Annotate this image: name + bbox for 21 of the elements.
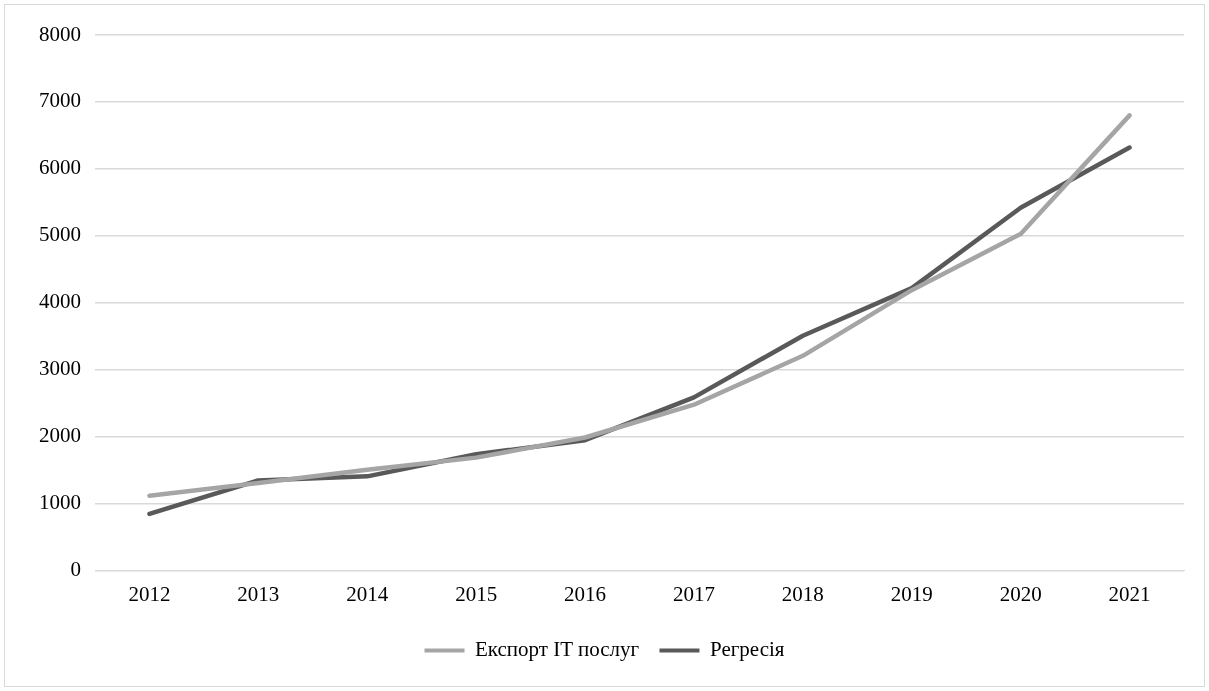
y-tick-label: 2000 [39,423,81,448]
y-tick-label: 3000 [39,356,81,381]
y-tick-label: 4000 [39,289,81,314]
y-tick-label: 7000 [39,88,81,113]
x-tick-label: 2013 [237,581,280,606]
legend-label: Регресія [709,637,785,662]
x-tick-label: 2019 [890,581,933,606]
y-tick-label: 8000 [39,21,81,46]
x-tick-label: 2017 [672,581,715,606]
x-tick-label: 2012 [128,581,171,606]
x-tick-label: 2014 [346,581,389,606]
y-tick-label: 6000 [39,155,81,180]
legend-label: Експорт IT послуг [475,637,640,662]
x-tick-label: 2021 [1108,581,1151,606]
y-tick-label: 0 [70,557,81,582]
x-tick-label: 2020 [999,581,1042,606]
y-tick-label: 5000 [39,222,81,247]
x-tick-label: 2015 [455,581,498,606]
x-tick-label: 2016 [564,581,607,606]
x-tick-label: 2018 [781,581,824,606]
y-tick-label: 1000 [39,490,81,515]
